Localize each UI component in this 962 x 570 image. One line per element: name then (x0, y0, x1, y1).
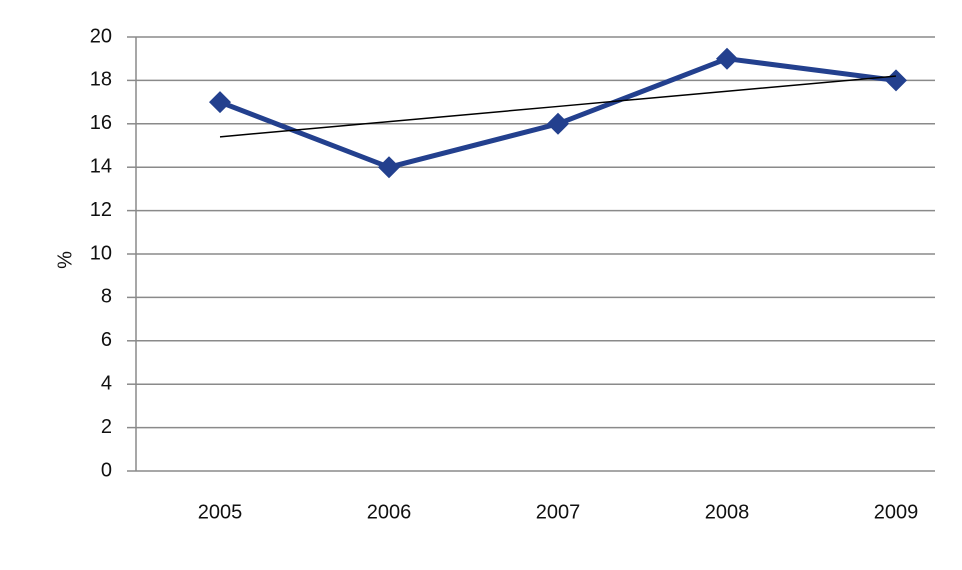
y-tick-label: 2 (101, 416, 112, 438)
y-tick-label: 4 (101, 372, 112, 394)
x-tick-label: 2006 (367, 501, 412, 523)
y-tick-label: 18 (90, 69, 112, 91)
y-tick-label: 14 (90, 155, 112, 177)
y-tick-label: 8 (101, 286, 112, 308)
y-tick-label: 6 (101, 329, 112, 351)
y-axis-label: % (54, 251, 76, 269)
marker (378, 156, 400, 179)
x-tick-label: 2009 (874, 501, 919, 523)
marker (716, 47, 738, 70)
y-tick-label: 12 (90, 199, 112, 221)
x-tick-label: 2005 (198, 501, 243, 523)
y-tick-label: 20 (90, 25, 112, 47)
y-tick-label: 0 (101, 459, 112, 481)
marker (885, 69, 907, 92)
marker (209, 91, 231, 114)
y-tick-label: 10 (90, 242, 112, 264)
y-tick-label: 16 (90, 112, 112, 134)
x-tick-label: 2007 (536, 501, 581, 523)
marker (547, 112, 569, 135)
x-tick-label: 2008 (705, 501, 750, 523)
trend-line (219, 75, 897, 138)
